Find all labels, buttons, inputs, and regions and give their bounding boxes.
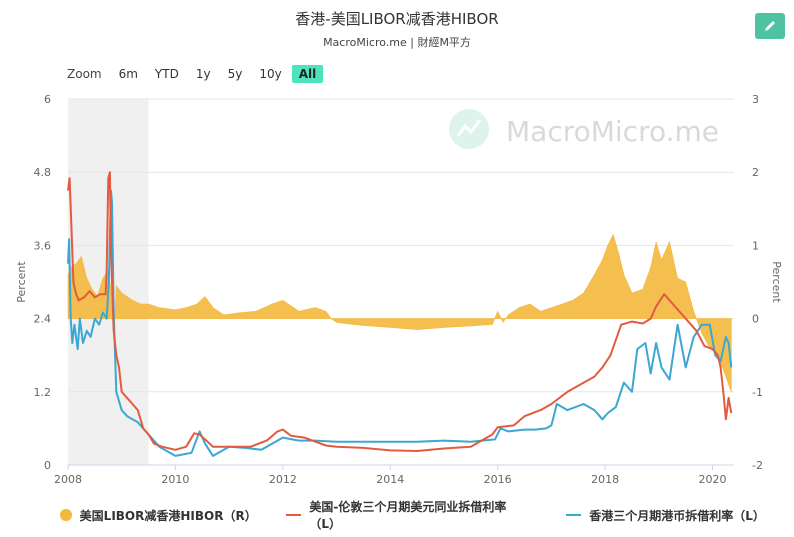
range-selector: Zoom 6m YTD 1y 5y 10y All	[67, 63, 326, 85]
watermark: MacroMicro.me	[449, 109, 719, 149]
x-tick-label: 2008	[54, 473, 82, 486]
x-tick-label: 2020	[699, 473, 727, 486]
series-spread-area	[67, 233, 732, 392]
legend-label-libor: 美国-伦敦三个月期美元同业拆借利率（L）	[309, 500, 507, 531]
legend-marker-hibor	[565, 514, 582, 516]
left-tick-label: 1.2	[34, 386, 52, 399]
legend-label-spread: 美国LIBOR减香港HIBOR（R）	[79, 508, 257, 523]
chart-title: 香港-美国LIBOR减香港HIBOR	[295, 10, 499, 28]
left-tick-label: 2.4	[34, 313, 52, 326]
x-tick-label: 2012	[269, 473, 297, 486]
range-button-1y[interactable]: 1y	[195, 67, 211, 81]
right-tick-label: -2	[752, 459, 763, 472]
legend-marker-spread	[60, 509, 72, 521]
range-button-ytd[interactable]: YTD	[154, 67, 179, 81]
left-tick-label: 4.8	[34, 166, 52, 179]
legend-label-hibor: 香港三个月期港币拆借利率（L）	[589, 508, 765, 523]
series-hibor-line	[67, 189, 733, 457]
watermark-chart-icon	[456, 119, 482, 137]
range-button-10y[interactable]: 10y	[259, 67, 282, 81]
series-libor-line	[67, 171, 733, 452]
left-axis-title: Percent	[15, 261, 28, 303]
chart-subtitle: MacroMicro.me | 財經M平方	[323, 36, 471, 49]
x-tick-label: 2016	[484, 473, 512, 486]
range-button-5y[interactable]: 5y	[227, 67, 243, 81]
right-tick-label: 2	[752, 166, 759, 179]
legend: 美国LIBOR减香港HIBOR（R） 美国-伦敦三个月期美元同业拆借利率（L） …	[60, 500, 794, 531]
range-button-all[interactable]: All	[291, 65, 324, 83]
zoom-label: Zoom	[67, 67, 102, 81]
right-tick-label: 1	[752, 239, 759, 252]
range-button-6m[interactable]: 6m	[118, 67, 138, 81]
left-tick-label: 0	[44, 459, 51, 472]
edit-button[interactable]	[755, 13, 785, 39]
left-tick-label: 3.6	[34, 239, 52, 252]
legend-item-hibor[interactable]: 香港三个月期港币拆借利率（L）	[565, 507, 765, 524]
right-tick-label: -1	[752, 386, 763, 399]
x-tick-label: 2014	[376, 473, 404, 486]
right-tick-label: 3	[752, 93, 759, 106]
watermark-text: MacroMicro.me	[506, 115, 719, 148]
right-tick-label: 0	[752, 313, 759, 326]
pencil-icon	[765, 21, 775, 31]
legend-item-libor[interactable]: 美国-伦敦三个月期美元同业拆借利率（L）	[285, 498, 532, 532]
legend-marker-libor	[285, 514, 302, 516]
right-axis-title: Percent	[770, 261, 783, 303]
left-tick-label: 6	[44, 93, 51, 106]
plot-area: MacroMicro.me 0 1.2 2.4 3.6 4.8 6 -2 -1 0 1 2 3 Perc…	[15, 93, 783, 486]
x-tick-label: 2018	[591, 473, 619, 486]
x-tick-label: 2010	[161, 473, 189, 486]
legend-item-spread[interactable]: 美国LIBOR减香港HIBOR（R）	[60, 507, 257, 524]
